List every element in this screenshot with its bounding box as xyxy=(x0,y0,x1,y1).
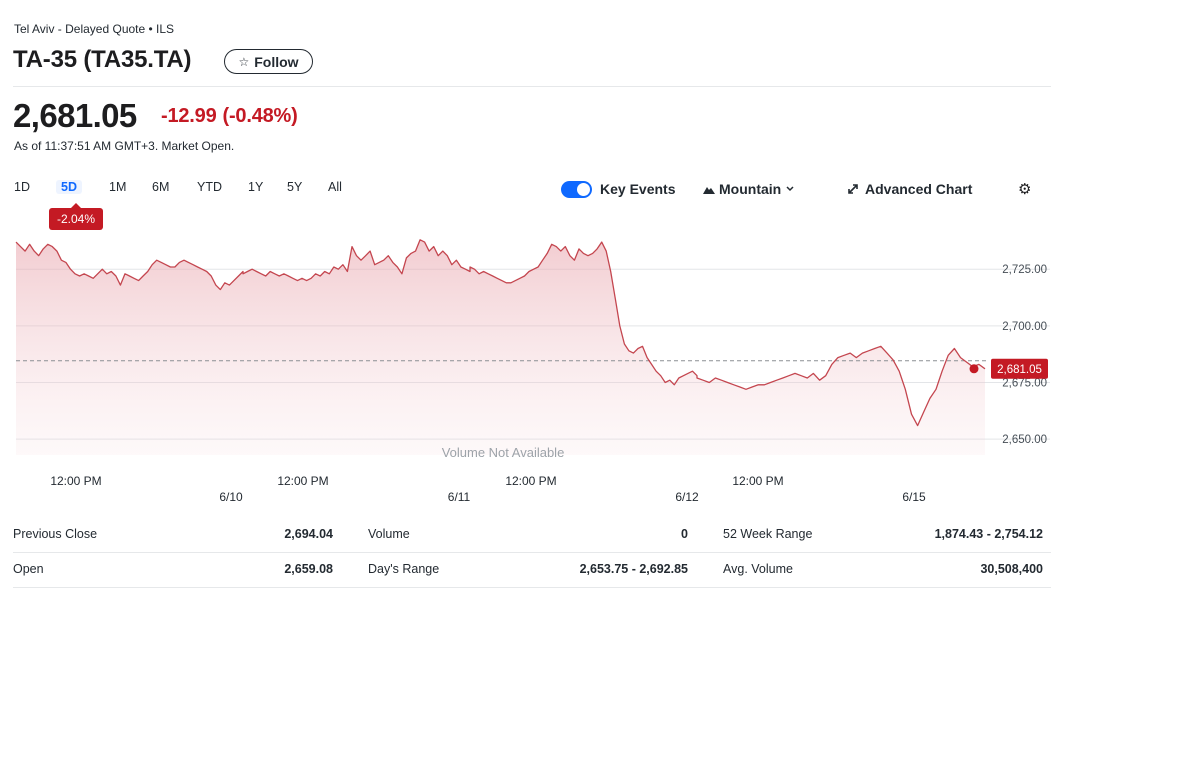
exchange-info: Tel Aviv - Delayed Quote • ILS xyxy=(14,22,175,36)
volume-note: Volume Not Available xyxy=(442,445,565,460)
price-change: -12.99 (-0.48%) xyxy=(161,105,304,128)
x-date-label: 6/10 xyxy=(219,490,243,504)
range-all[interactable]: All xyxy=(328,180,342,194)
range-1m[interactable]: 1M xyxy=(109,180,127,194)
stat-label: 52 Week Range xyxy=(723,527,813,541)
follow-button[interactable]: ☆ Follow xyxy=(224,49,313,74)
stat-value: 2,659.08 xyxy=(284,562,333,576)
range-1d[interactable]: 1D xyxy=(14,180,30,194)
chevron-down-icon xyxy=(786,186,794,192)
range-5d[interactable]: 5D xyxy=(56,180,82,194)
x-date-label: 6/15 xyxy=(902,490,926,504)
stat-value: 2,694.04 xyxy=(284,527,333,541)
current-price-tag xyxy=(991,358,1048,379)
toggle-knob xyxy=(577,183,590,196)
chart-type-dropdown[interactable]: Mountain xyxy=(703,181,795,197)
header-divider xyxy=(13,86,1051,87)
quote-timestamp: As of 11:37:51 AM GMT+3. Market Open. xyxy=(14,139,235,153)
stat-value: 2,653.75 - 2,692.85 xyxy=(579,562,688,576)
change-value: -12.99 xyxy=(161,105,217,127)
advanced-chart-label: Advanced Chart xyxy=(865,181,973,197)
price-chart[interactable]: 2,725.00 2,700.00 2,675.00 2,650.00 2,681.05… xyxy=(0,220,1060,510)
range-5y[interactable]: 5Y xyxy=(287,180,303,194)
star-icon: ☆ xyxy=(238,54,250,69)
current-price-tag-label: 2,681.05 xyxy=(997,364,1042,376)
x-date-label: 6/12 xyxy=(675,490,699,504)
range-change-badge: -2.04% xyxy=(49,203,103,230)
range-6m[interactable]: 6M xyxy=(152,180,170,194)
range-ytd[interactable]: YTD xyxy=(197,180,222,194)
stat-value: 0 xyxy=(681,527,688,541)
stats-row: Open 2,659.08 Day's Range 2,653.75 - 2,692.… xyxy=(13,553,1051,588)
x-time-label: 12:00 PM xyxy=(732,474,783,488)
y-tick-label: 2,650.00 xyxy=(1002,434,1047,446)
stat-label: Avg. Volume xyxy=(723,562,793,576)
key-events-toggle[interactable] xyxy=(561,181,592,198)
price-area-fill xyxy=(16,239,985,455)
key-events-label[interactable]: Key Events xyxy=(600,181,676,197)
page-title: TA-35 (TA35.TA) xyxy=(13,46,192,73)
advanced-chart-button[interactable]: Advanced Chart xyxy=(847,181,972,197)
follow-label: Follow xyxy=(254,53,299,70)
chart-type-label: Mountain xyxy=(719,181,782,197)
x-time-label: 12:00 PM xyxy=(50,474,101,488)
stat-label: Volume xyxy=(368,527,410,541)
x-date-label: 6/11 xyxy=(448,490,471,504)
y-tick-label: 2,725.00 xyxy=(1002,264,1047,276)
mountain-icon xyxy=(703,186,715,194)
x-time-label: 12:00 PM xyxy=(277,474,328,488)
range-1y[interactable]: 1Y xyxy=(248,180,264,194)
current-price-dot xyxy=(969,364,979,374)
y-tick-label: 2,700.00 xyxy=(1002,321,1047,333)
stat-label: Day's Range xyxy=(368,562,440,576)
stat-label: Open xyxy=(13,562,44,576)
y-tick-label: 2,675.00 xyxy=(1002,378,1047,390)
current-price: 2,681.05 xyxy=(13,97,137,134)
x-time-label: 12:00 PM xyxy=(505,474,556,488)
stats-row: Previous Close 2,694.04 Volume 0 52 Week Ran… xyxy=(13,518,1051,553)
change-percent: (-0.48%) xyxy=(222,105,298,127)
stat-label: Previous Close xyxy=(13,527,98,541)
expand-arrows-icon xyxy=(848,184,858,194)
gear-icon[interactable]: ⚙ xyxy=(1018,181,1032,198)
quote-stats: Previous Close 2,694.04 Volume 0 52 Week Ran… xyxy=(13,518,1051,588)
stat-value: 30,508,400 xyxy=(980,562,1043,576)
price-line xyxy=(15,239,986,427)
stat-value: 1,874.43 - 2,754.12 xyxy=(934,527,1043,541)
